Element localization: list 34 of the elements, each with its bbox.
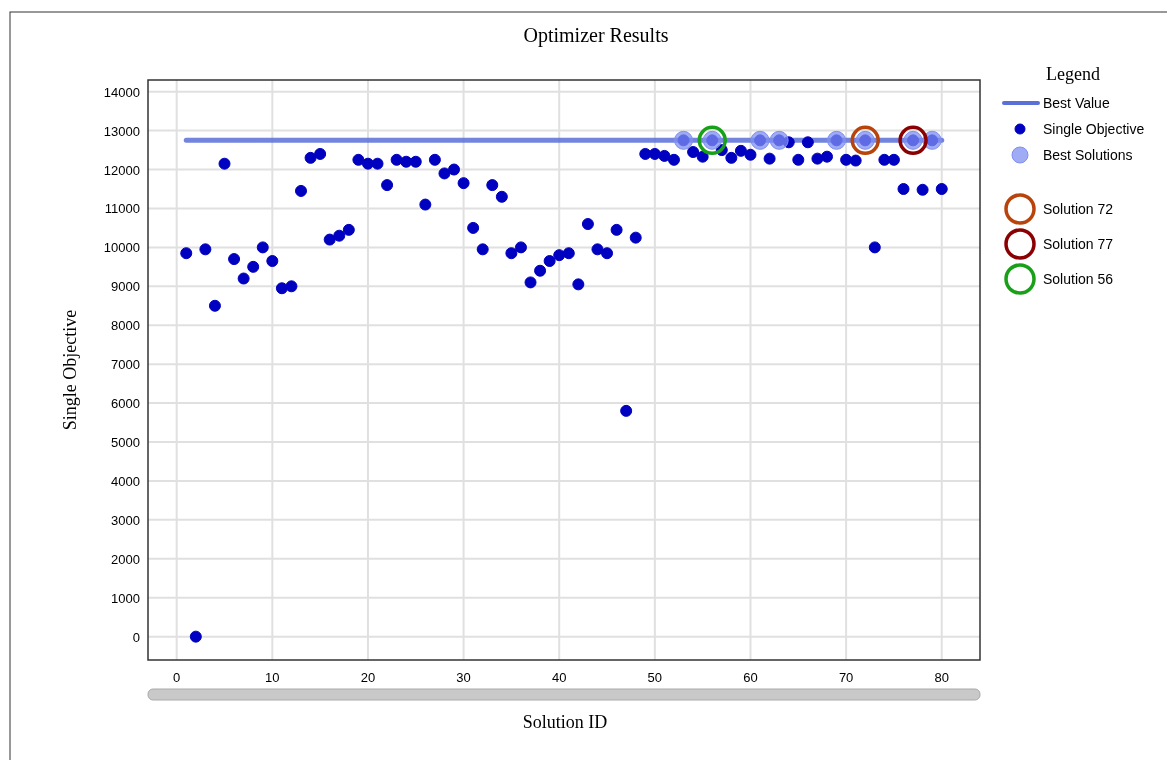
x-tick-label: 50 <box>647 670 663 685</box>
y-tick-label: 12000 <box>103 162 140 178</box>
legend-label: Best Value <box>1043 95 1110 111</box>
y-tick-label: 7000 <box>111 357 140 373</box>
y-axis-title: Single Objective <box>60 309 80 431</box>
legend-label: Best Solutions <box>1043 147 1133 163</box>
y-tick-label: 6000 <box>111 396 140 412</box>
y-tick-label: 1000 <box>111 590 140 606</box>
legend-label: Solution 56 <box>1043 271 1114 287</box>
y-tick-label: 3000 <box>111 512 140 528</box>
legend-label: Solution 77 <box>1043 236 1114 252</box>
y-tick-label: 9000 <box>111 279 140 295</box>
x-tick-label: 10 <box>265 670 280 685</box>
x-tick-label: 20 <box>360 670 376 685</box>
y-tick-label: 2000 <box>111 551 140 567</box>
x-tick-label: 80 <box>934 670 949 685</box>
y-tick-label: 10000 <box>103 240 140 256</box>
x-axis-title: Solution ID <box>522 712 608 732</box>
y-tick-label: 14000 <box>103 84 140 100</box>
y-tick-label: 5000 <box>111 435 140 451</box>
y-tick-label: 8000 <box>111 318 140 334</box>
chart-title: Optimizer Results <box>523 24 669 47</box>
x-tick-label: 60 <box>743 670 758 685</box>
legend-title: Legend <box>1046 64 1100 84</box>
x-tick-label: 40 <box>551 670 567 685</box>
y-tick-label: 11000 <box>104 201 140 217</box>
x-tick-label: 70 <box>838 670 854 685</box>
y-tick-label: 0 <box>132 629 140 645</box>
y-tick-label: 4000 <box>111 473 140 489</box>
x-tick-label: 0 <box>173 670 181 685</box>
legend-label: Single Objective <box>1043 121 1145 137</box>
y-tick-label: 13000 <box>103 123 140 139</box>
legend-label: Solution 72 <box>1043 201 1114 217</box>
x-tick-label: 30 <box>456 670 471 685</box>
